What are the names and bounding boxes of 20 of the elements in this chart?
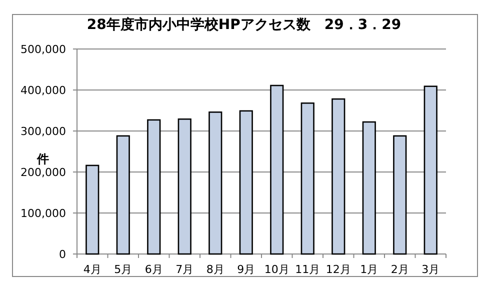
y-tick-label: 300,000 (20, 125, 66, 138)
y-tick-label: 200,000 (20, 166, 66, 179)
x-tick-label: 4月 (83, 263, 102, 276)
y-tick-label: 500,000 (20, 43, 66, 56)
x-tick-label: 10月 (264, 263, 290, 276)
x-tick-label: 5月 (114, 263, 132, 276)
y-tick-label: 0 (59, 248, 66, 261)
x-tick-label: 12月 (326, 263, 351, 276)
y-tick-label: 400,000 (20, 84, 66, 97)
x-tick-label: 9月 (237, 263, 256, 276)
chart-title: 28年度市内小中学校HPアクセス数 29．3．29 (86, 16, 402, 33)
x-tick-label: 11月 (295, 263, 320, 276)
x-tick-label: 6月 (144, 263, 163, 276)
x-tick-label: 8月 (206, 263, 224, 276)
x-tick-label: 1月 (360, 263, 378, 276)
x-tick-label: 2月 (390, 263, 409, 276)
x-tick-label: 3月 (422, 263, 440, 276)
y-tick-label: 100,000 (20, 207, 66, 220)
x-tick-label: 7月 (176, 263, 194, 276)
y-axis-title: 件 (36, 152, 49, 166)
